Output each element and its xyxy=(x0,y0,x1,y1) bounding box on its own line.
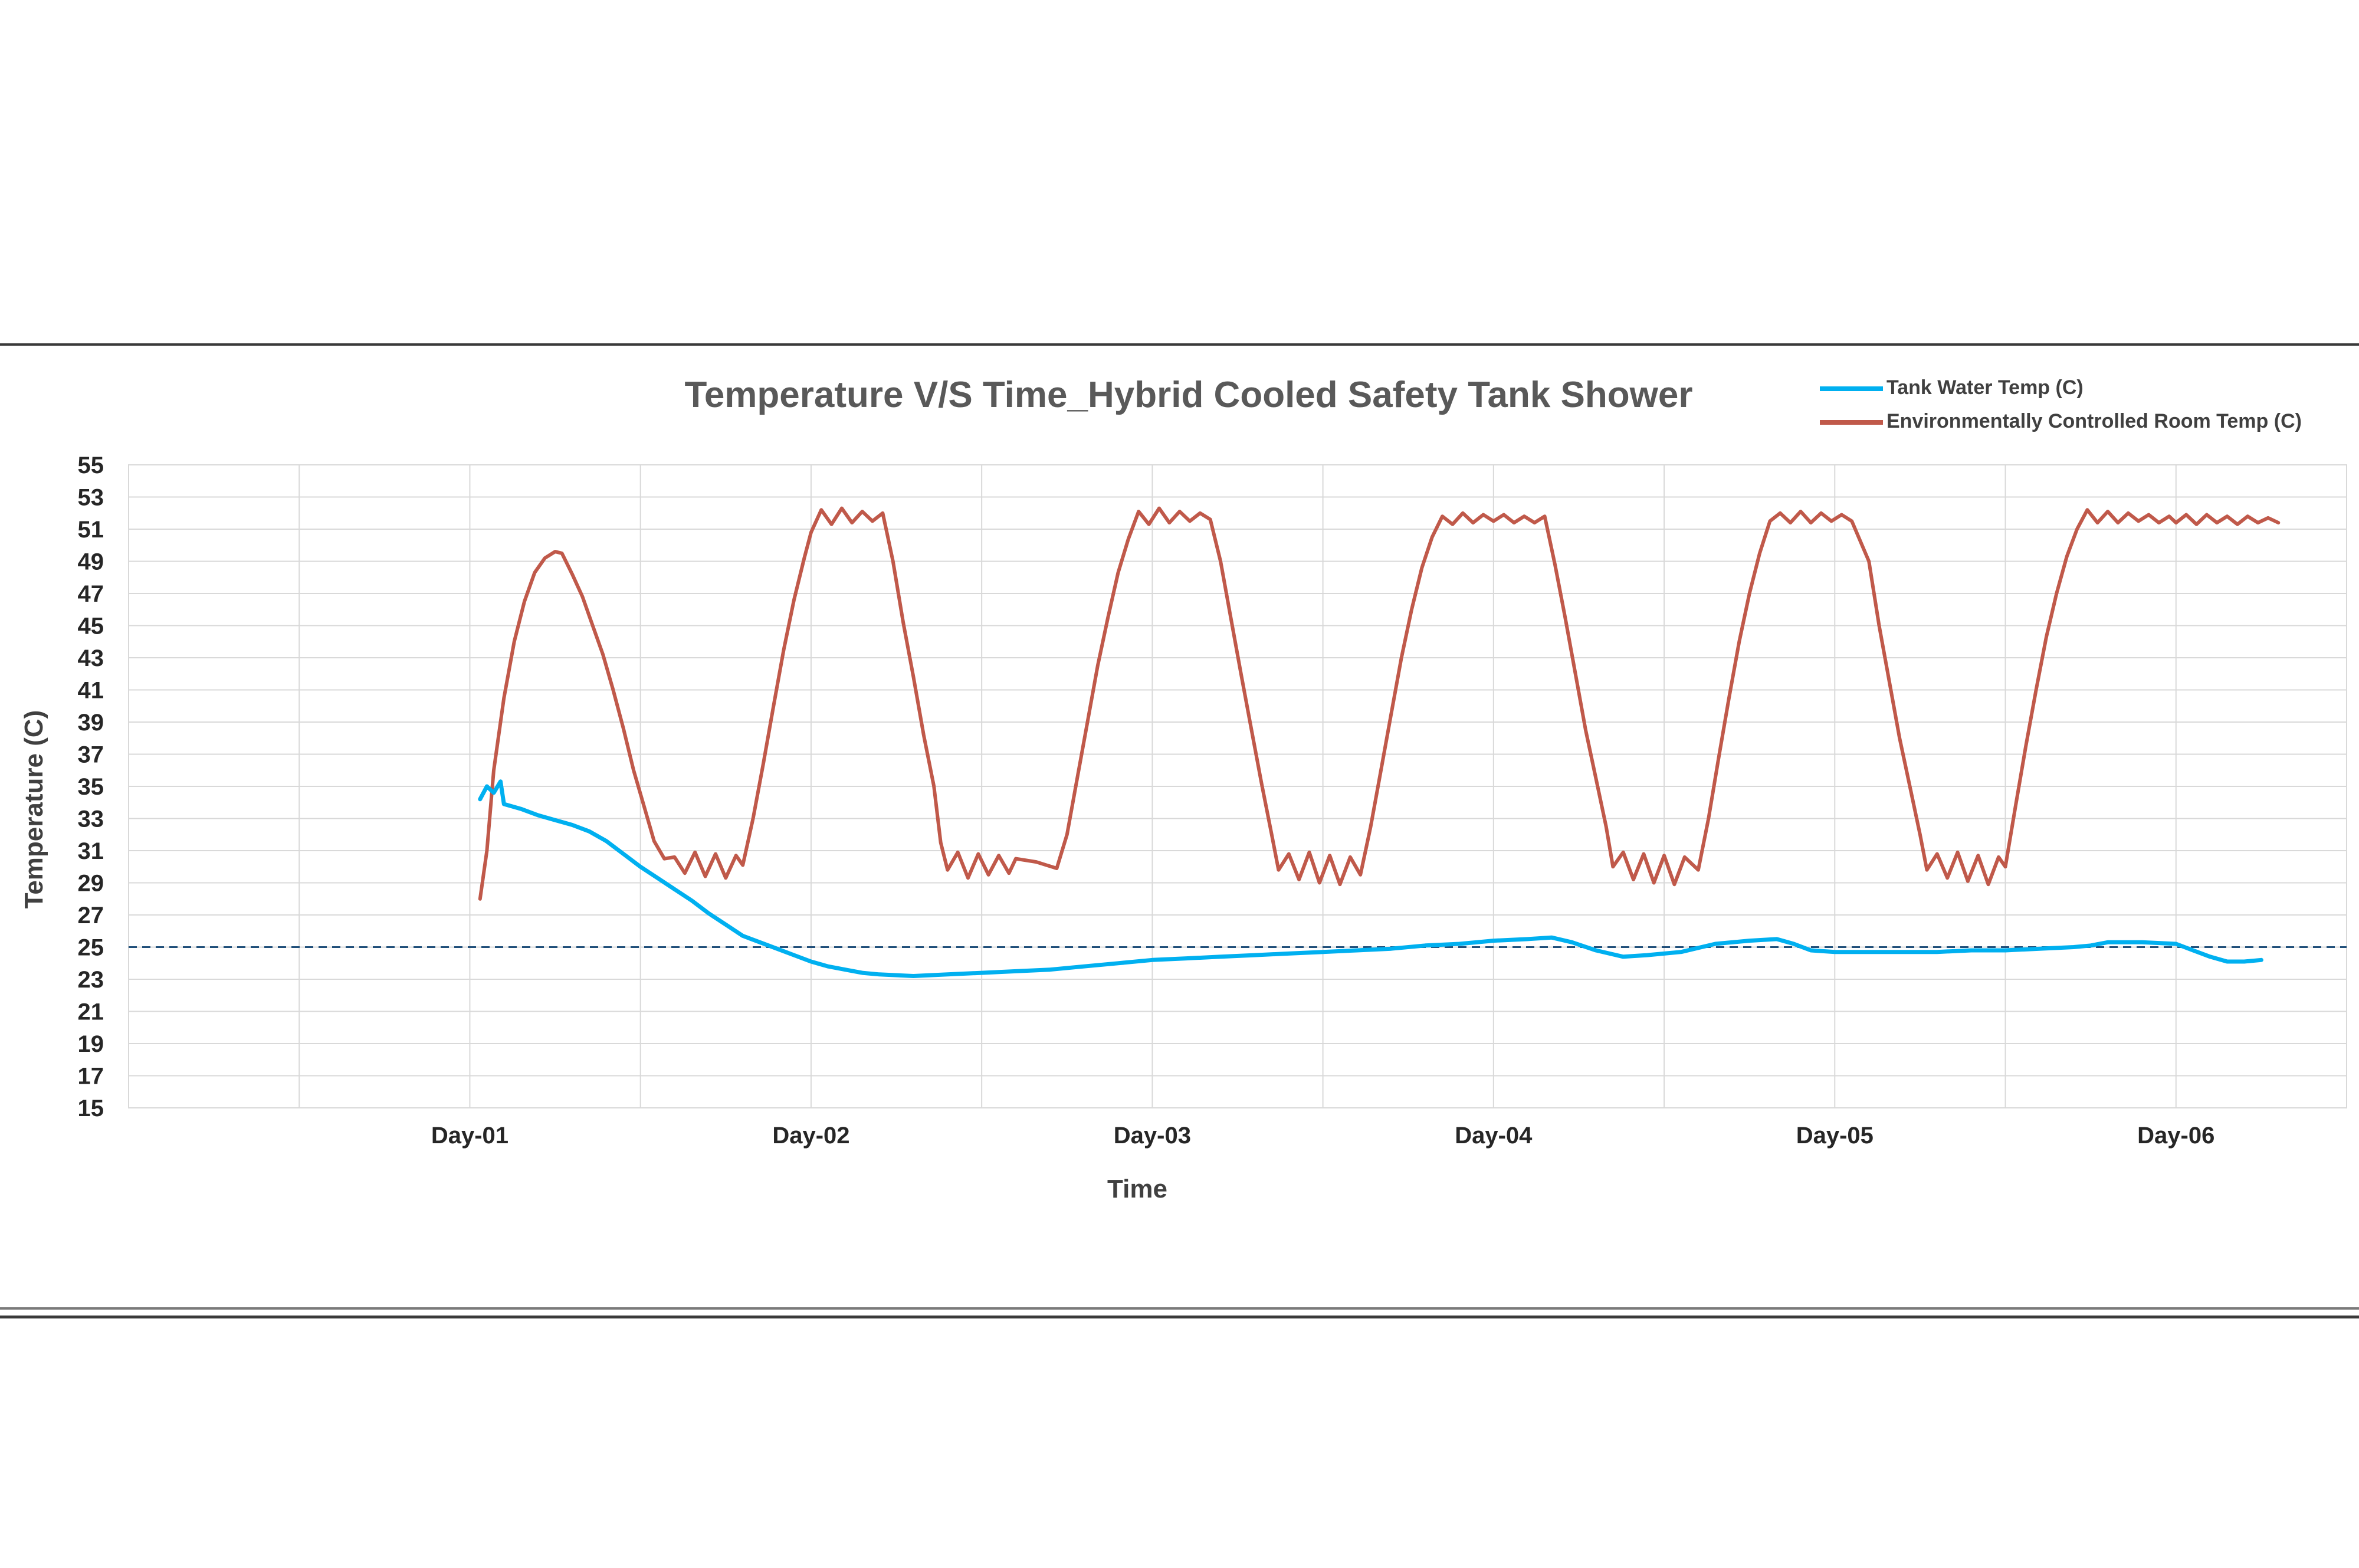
gridlines xyxy=(128,464,2347,1108)
y-tick-label: 25 xyxy=(78,935,104,961)
y-axis-ticks: 15 17 19 21 23 25 27 29 31 33 35 37 39 41 43 45 47 49 51 53… xyxy=(78,452,104,1121)
y-tick-label: 29 xyxy=(78,871,104,897)
series-group xyxy=(478,506,2281,978)
x-axis-label: Time xyxy=(1107,1175,1167,1203)
x-tick-label: Day-02 xyxy=(772,1123,849,1149)
legend: Tank Water Temp (C) Environmentally Cont… xyxy=(1820,376,2302,432)
x-tick-label: Day-06 xyxy=(2137,1123,2214,1149)
y-tick-label: 23 xyxy=(78,967,104,993)
x-axis-ticks: Day-01 Day-02 Day-03 Day-04 Day-05 Day-06 xyxy=(431,1123,2215,1149)
y-tick-label: 39 xyxy=(78,710,104,736)
y-tick-label: 51 xyxy=(78,517,104,543)
y-tick-label: 41 xyxy=(78,678,104,704)
y-tick-label: 17 xyxy=(78,1064,104,1090)
y-axis-label: Temperature (C) xyxy=(19,710,48,909)
y-tick-label: 31 xyxy=(78,838,104,864)
x-tick-label: Day-01 xyxy=(431,1123,508,1149)
y-tick-label: 53 xyxy=(78,485,104,511)
x-tick-label: Day-05 xyxy=(1796,1123,1874,1149)
chart-title: Temperature V/S Time_Hybrid Cooled Safet… xyxy=(685,375,1693,415)
x-tick-label: Day-03 xyxy=(1114,1123,1191,1149)
y-tick-label: 19 xyxy=(78,1031,104,1057)
y-tick-label: 47 xyxy=(78,581,104,607)
y-tick-label: 49 xyxy=(78,549,104,575)
y-tick-label: 27 xyxy=(78,903,104,929)
y-tick-label: 15 xyxy=(78,1095,104,1121)
y-tick-label: 37 xyxy=(78,742,104,768)
top-frame-border xyxy=(0,343,2359,346)
y-tick-label: 35 xyxy=(78,774,104,800)
legend-label-room-temp: Environmentally Controlled Room Temp (C) xyxy=(1886,410,2302,432)
legend-label-tank-water: Tank Water Temp (C) xyxy=(1886,376,2084,399)
series-line-room-temp xyxy=(478,506,2281,901)
bottom-frame-border xyxy=(0,1307,2359,1310)
bottom-frame-border-inner xyxy=(0,1316,2359,1318)
y-tick-label: 43 xyxy=(78,645,104,671)
y-tick-label: 21 xyxy=(78,999,104,1025)
y-tick-label: 55 xyxy=(78,452,104,478)
y-tick-label: 45 xyxy=(78,614,104,639)
y-tick-label: 33 xyxy=(78,806,104,832)
series-line-tank-water xyxy=(478,779,2263,978)
plot-area-border xyxy=(128,464,2347,1108)
x-tick-label: Day-04 xyxy=(1455,1123,1533,1149)
